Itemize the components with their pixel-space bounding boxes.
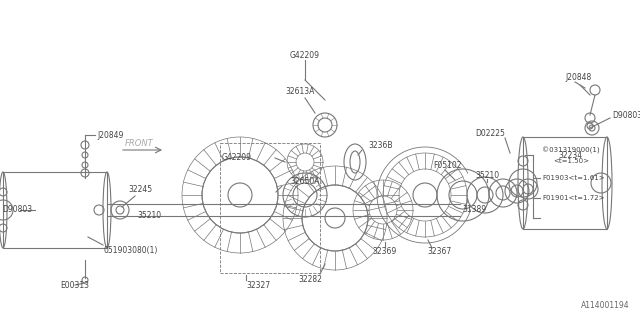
Bar [220, 143, 320, 273]
Text: 051903080(1): 051903080(1) [103, 245, 157, 254]
Text: 32650A: 32650A [290, 178, 319, 187]
Text: 32369: 32369 [373, 247, 397, 257]
Text: 32245: 32245 [128, 186, 152, 195]
Text: E00313: E00313 [60, 281, 89, 290]
Text: 35210: 35210 [137, 211, 161, 220]
Text: D90803: D90803 [612, 111, 640, 121]
Text: F05102: F05102 [434, 161, 462, 170]
Text: 3236B: 3236B [368, 140, 392, 149]
Text: ©031319000(1): ©031319000(1) [542, 147, 600, 154]
Text: A114001194: A114001194 [581, 301, 630, 310]
Text: G42209: G42209 [290, 51, 320, 60]
Text: 32367: 32367 [428, 247, 452, 257]
Text: J20849: J20849 [97, 131, 124, 140]
Text: D90803: D90803 [2, 205, 32, 214]
Text: 32327: 32327 [246, 281, 270, 290]
Text: <t=1.50>: <t=1.50> [553, 158, 589, 164]
Bar [3, 172, 107, 248]
Text: 32234: 32234 [558, 150, 582, 159]
Text: F01903<t=1.61>: F01903<t=1.61> [542, 175, 605, 181]
Text: 31389: 31389 [462, 205, 486, 214]
Text: FRONT: FRONT [125, 139, 154, 148]
Text: G42209: G42209 [222, 153, 252, 162]
Text: 35210: 35210 [475, 171, 499, 180]
Text: F01901<t=1.72>: F01901<t=1.72> [542, 195, 605, 201]
Text: J20848: J20848 [565, 74, 591, 83]
Text: 32613A: 32613A [285, 87, 314, 97]
Text: 32282: 32282 [298, 276, 322, 284]
Bar [523, 137, 607, 229]
Text: D02225: D02225 [475, 129, 505, 138]
